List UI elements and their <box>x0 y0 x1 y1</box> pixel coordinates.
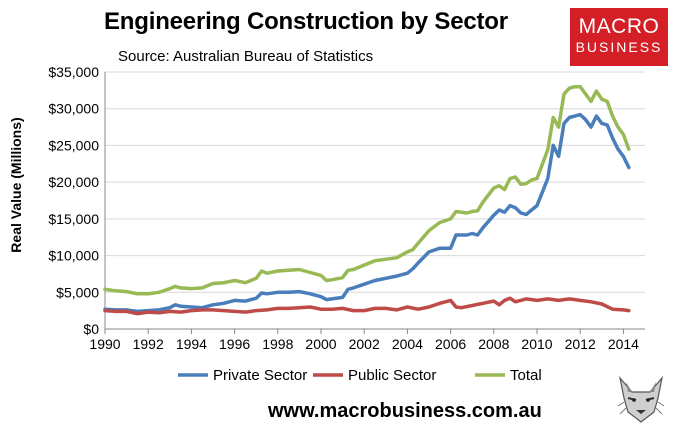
legend-label: Total <box>510 367 542 384</box>
x-tick-label: 2008 <box>478 336 509 352</box>
y-tick-label: $25,000 <box>48 137 99 153</box>
series-line-public-sector <box>103 296 631 316</box>
y-tick-label: $35,000 <box>48 64 99 80</box>
y-tick-label: $15,000 <box>48 211 99 227</box>
chart-subtitle: Source: Australian Bureau of Statistics <box>118 48 374 65</box>
x-tick-label: 2002 <box>349 336 380 352</box>
x-tick-label: 2006 <box>435 336 466 352</box>
grid-lines <box>104 71 645 330</box>
y-tick-label: $20,000 <box>48 174 99 190</box>
x-axis-ticks: 1990 1992 1994 1996 1998 2000 2002 2004 2006 2008… <box>89 329 639 352</box>
x-tick-label: 2014 <box>608 336 639 352</box>
wolf-icon <box>614 372 668 426</box>
series-lines <box>103 84 631 316</box>
series-line-private-sector <box>103 112 631 314</box>
logo-line-1: MACRO <box>578 15 660 38</box>
y-axis-ticks: $0 $5,000 $10,000 $15,000 $20,000 $25,000 $30,… <box>48 64 99 337</box>
chart-title: Engineering Construction by Sector <box>104 8 508 35</box>
logo-line-2: BUSINESS <box>575 39 663 55</box>
legend: Private Sector Public Sector Total <box>178 367 542 384</box>
x-tick-label: 1990 <box>89 336 120 352</box>
legend-label: Private Sector <box>213 367 307 384</box>
x-tick-label: 1996 <box>219 336 250 352</box>
legend-label: Public Sector <box>348 367 436 384</box>
y-tick-label: $5,000 <box>56 284 99 300</box>
footer-url: www.macrobusiness.com.au <box>268 400 542 422</box>
x-tick-label: 2012 <box>565 336 596 352</box>
x-tick-label: 1994 <box>176 336 207 352</box>
y-tick-label: $30,000 <box>48 101 99 117</box>
series-line-total <box>103 84 631 296</box>
x-tick-label: 1992 <box>133 336 164 352</box>
y-tick-label: $0 <box>83 321 99 337</box>
y-axis-title: Real Value (Millions) <box>8 117 24 252</box>
x-tick-label: 2000 <box>305 336 336 352</box>
x-tick-label: 1998 <box>262 336 293 352</box>
y-tick-label: $10,000 <box>48 248 99 264</box>
macrobusiness-logo: MACRO BUSINESS <box>570 8 668 66</box>
x-tick-label: 2010 <box>521 336 552 352</box>
x-tick-label: 2004 <box>392 336 423 352</box>
